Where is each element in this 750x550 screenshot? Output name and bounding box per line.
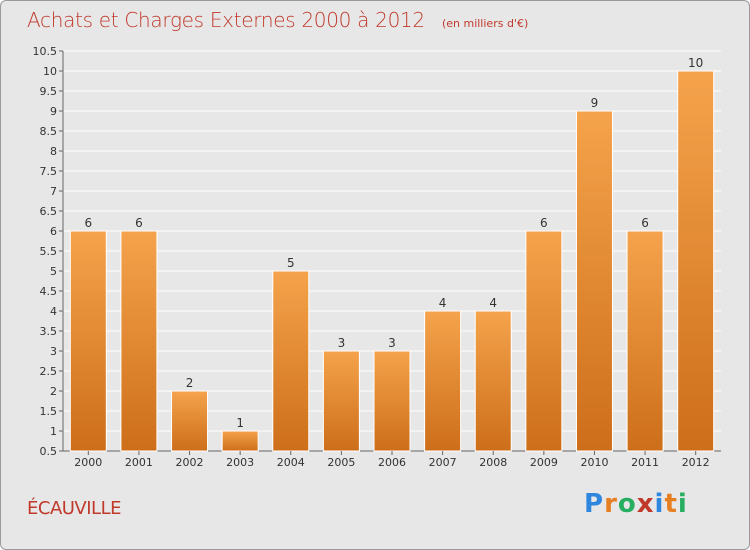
x-tick-label: 2007 (429, 456, 457, 469)
y-tick-label: 5 (50, 265, 57, 278)
x-tick-label: 2011 (631, 456, 659, 469)
y-tick-label: 6 (50, 225, 57, 238)
logo-letter: x (636, 489, 655, 519)
data-label: 6 (135, 216, 143, 230)
x-tick-label: 2001 (125, 456, 153, 469)
bar (120, 230, 158, 452)
y-tick-label: 4.5 (40, 285, 58, 298)
y-tick-label: 4 (50, 305, 57, 318)
data-label: 4 (439, 296, 447, 310)
y-tick-label: 6.5 (40, 205, 58, 218)
data-label: 5 (287, 256, 295, 270)
logo-letter: P (584, 489, 605, 519)
x-tick-label: 2004 (277, 456, 305, 469)
chart-title: Achats et Charges Externes 2000 à 2012 (27, 8, 425, 32)
logo-letter: i (677, 489, 688, 519)
y-tick-label: 9.5 (40, 85, 58, 98)
data-label: 6 (84, 216, 92, 230)
x-tick-label: 2000 (74, 456, 102, 469)
bar (272, 270, 310, 452)
logo-letter: r (604, 489, 618, 519)
y-tick-label: 8.5 (40, 125, 58, 138)
bar (525, 230, 563, 452)
data-label: 6 (540, 216, 548, 230)
chart-subtitle: (en milliers d'€) (441, 17, 529, 30)
y-tick-label: 10.5 (33, 45, 58, 58)
x-tick-label: 2003 (226, 456, 254, 469)
place-name: ÉCAUVILLE (27, 498, 121, 519)
chart-title-block: Achats et Charges Externes 2000 à 2012 (… (27, 8, 528, 32)
data-label: 6 (641, 216, 649, 230)
bar (575, 110, 613, 452)
bar (373, 350, 411, 452)
y-tick-label: 1 (50, 425, 57, 438)
bar (221, 430, 259, 452)
bar (322, 350, 360, 452)
y-tick-label: 8 (50, 145, 57, 158)
bar (626, 230, 664, 452)
proxiti-logo: Proxiti (584, 489, 688, 519)
data-label: 4 (489, 296, 497, 310)
y-tick-label: 3.5 (40, 325, 58, 338)
bar (424, 310, 462, 452)
bar (171, 390, 209, 452)
x-tick-label: 2010 (580, 456, 608, 469)
bar (677, 70, 715, 452)
y-tick-label: 0.5 (40, 445, 58, 458)
logo-letter: t (664, 489, 678, 519)
logo-letter: i (654, 489, 665, 519)
y-tick-label: 10 (43, 65, 57, 78)
bar (474, 310, 512, 452)
y-tick-label: 9 (50, 105, 57, 118)
y-tick-label: 3 (50, 345, 57, 358)
data-label: 2 (186, 376, 194, 390)
logo-letter: o (617, 489, 637, 519)
y-tick-label: 5.5 (40, 245, 58, 258)
x-tick-label: 2005 (327, 456, 355, 469)
x-tick-label: 2012 (682, 456, 710, 469)
y-tick-label: 2.5 (40, 365, 58, 378)
y-tick-label: 7 (50, 185, 57, 198)
y-tick-label: 7.5 (40, 165, 58, 178)
x-tick-label: 2009 (530, 456, 558, 469)
y-tick-label: 2 (50, 385, 57, 398)
x-tick-label: 2002 (176, 456, 204, 469)
data-label: 3 (388, 336, 396, 350)
data-label: 3 (338, 336, 346, 350)
x-tick-label: 2006 (378, 456, 406, 469)
x-tick-label: 2008 (479, 456, 507, 469)
bar (69, 230, 107, 452)
data-label: 10 (688, 56, 703, 70)
y-tick-label: 1.5 (40, 405, 58, 418)
data-label: 1 (236, 416, 244, 430)
data-label: 9 (591, 96, 599, 110)
